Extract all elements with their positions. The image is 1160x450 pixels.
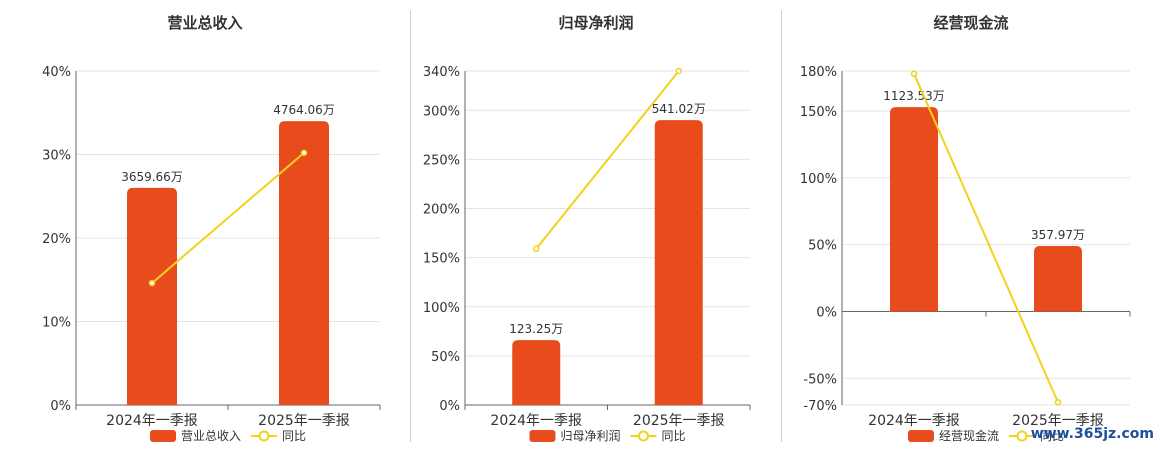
y-tick-label: 40% xyxy=(42,65,71,80)
chart-net-profit: 0% 50% 100% 150% 200% 250% 300% 340% 2024年一季报 202… xyxy=(423,65,751,443)
legend-label-bar: 营业总收入 xyxy=(181,429,241,443)
watermark: www.365jz.com xyxy=(1030,426,1154,442)
legend-swatch-marker xyxy=(1016,430,1028,442)
y-tick-label: 250% xyxy=(423,153,460,168)
legend: 归母净利润 同比 xyxy=(529,429,686,443)
line-point xyxy=(675,67,682,75)
line-point xyxy=(533,245,540,253)
bar-data-label: 3659.66万 xyxy=(121,170,183,184)
legend-swatch-bar xyxy=(908,430,934,442)
chart-title: 经营现金流 xyxy=(933,14,1009,32)
bar xyxy=(127,187,177,405)
y-tick-label: 150% xyxy=(800,105,837,120)
y-tick-label: 0% xyxy=(50,399,71,414)
y-tick-label: 180% xyxy=(800,65,837,80)
legend: 营业总收入 同比 xyxy=(150,429,306,443)
chart-title: 营业总收入 xyxy=(167,14,243,32)
bar-data-label: 357.97万 xyxy=(1031,228,1085,242)
legend-label-line: 同比 xyxy=(662,429,686,443)
y-tick-label: -50% xyxy=(803,372,837,387)
bar-data-label: 1123.53万 xyxy=(883,89,945,103)
chart-cash-flow: -70% -50% 0% 50% 100% 150% 180% 2024年一季报 2025年一季… xyxy=(800,65,1131,443)
line-point xyxy=(300,149,308,157)
bar xyxy=(890,107,938,312)
y-tick-label: 30% xyxy=(42,149,71,164)
y-tick-label: 300% xyxy=(423,104,460,119)
y-tick-label: 50% xyxy=(808,239,837,254)
y-tick-label: 150% xyxy=(423,252,460,267)
legend-swatch-bar xyxy=(150,430,176,442)
line-series xyxy=(913,73,1059,403)
line-point xyxy=(910,70,918,77)
legend-label-bar: 归母净利润 xyxy=(561,429,621,443)
legend-label-bar: 经营现金流 xyxy=(939,428,999,443)
line-point xyxy=(1054,399,1062,406)
legend-swatch-marker xyxy=(258,430,270,442)
bar xyxy=(279,121,329,405)
x-tick-label: 2025年一季报 xyxy=(1012,413,1104,429)
legend: 经营现金流 同比 xyxy=(908,428,1064,443)
x-tick-label: 2024年一季报 xyxy=(490,413,582,429)
legend-swatch-bar xyxy=(529,430,556,442)
panel-divider xyxy=(410,10,411,442)
y-tick-label: 340% xyxy=(423,65,460,80)
x-tick-label: 2024年一季报 xyxy=(106,413,198,429)
y-tick-label: 0% xyxy=(816,305,837,320)
y-tick-label: 10% xyxy=(42,316,71,331)
chart-panel-net-profit: 归母净利润 0% 50% 100% 150% 200% 250% 300% 340% 2024年… xyxy=(411,0,781,450)
bar xyxy=(512,340,561,405)
legend-label-line: 同比 xyxy=(282,429,306,443)
chart-panel-cash-flow: 经营现金流 -70% -50% 0% 50% 100% 150% 180% 2024年一季报 2… xyxy=(782,0,1160,450)
legend-label-line: 同比 xyxy=(1040,429,1064,443)
y-tick-label: 0% xyxy=(439,399,460,414)
bar xyxy=(1034,246,1082,312)
y-tick-label: 20% xyxy=(42,232,71,247)
y-tick-label: 100% xyxy=(423,301,460,316)
line-series xyxy=(535,70,680,250)
x-tick-label: 2025年一季报 xyxy=(258,413,350,429)
x-tick-label: 2025年一季报 xyxy=(633,413,725,429)
chart-title: 归母净利润 xyxy=(558,14,634,32)
y-tick-label: 200% xyxy=(423,203,460,218)
y-tick-label: 100% xyxy=(800,172,837,187)
bar-data-label: 123.25万 xyxy=(509,322,563,336)
x-tick-label: 2024年一季报 xyxy=(868,413,960,429)
bar xyxy=(654,120,703,405)
bar-data-label: 541.02万 xyxy=(652,102,706,116)
chart-revenue: 0% 10% 20% 30% 40% 2024年一季报 2025年一季报 3659.66万 47… xyxy=(42,65,381,443)
chart-panel-revenue: 营业总收入 0% 10% 20% 30% 40% 2024年一季报 2025年一季报 3659… xyxy=(0,0,410,450)
panel-divider xyxy=(781,10,782,442)
line-point xyxy=(148,279,156,287)
legend-swatch-marker xyxy=(638,430,649,442)
line-series xyxy=(151,152,305,284)
bar-data-label: 4764.06万 xyxy=(273,103,335,117)
y-tick-label: 50% xyxy=(431,350,460,365)
y-tick-label: -70% xyxy=(803,399,837,414)
